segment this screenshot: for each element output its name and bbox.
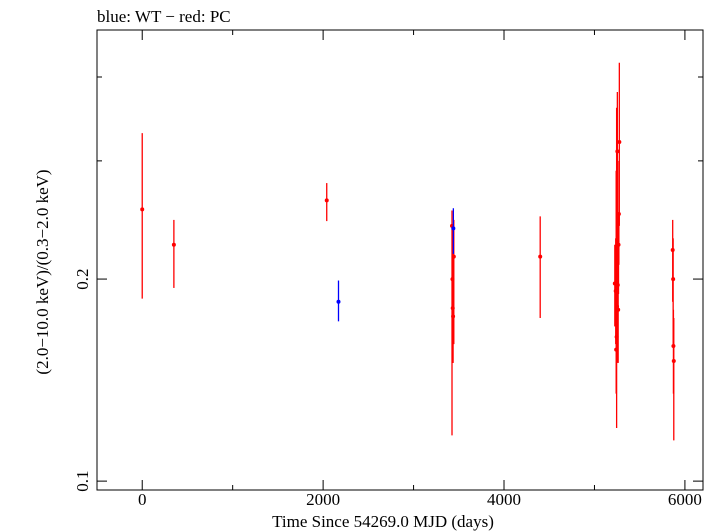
data-point — [616, 307, 621, 312]
data-point — [451, 314, 456, 319]
data-point — [615, 149, 620, 154]
data-point — [617, 140, 622, 145]
plot-frame — [96, 29, 704, 491]
axis-ticks — [97, 30, 703, 490]
series-pc — [140, 62, 676, 441]
data-point — [451, 254, 456, 259]
data-point — [671, 358, 676, 363]
data-point — [140, 207, 145, 212]
x-axis-label: Time Since 54269.0 MJD (days) — [272, 512, 494, 531]
data-point — [451, 226, 456, 231]
data-point — [336, 299, 341, 304]
axis-tick-labels: 0 2000 4000 6000 0.1 0.2 — [73, 268, 702, 509]
y-axis-label: (2.0−10.0 keV)/(0.3−2.0 keV) — [33, 169, 52, 374]
x-tick-label: 6000 — [668, 490, 702, 509]
x-tick-label: 0 — [138, 490, 147, 509]
data-point — [324, 198, 329, 203]
y-tick-label: 0.2 — [73, 268, 92, 289]
data-point — [671, 277, 676, 282]
y-tick-label: 0.1 — [73, 470, 92, 491]
data-point — [171, 242, 176, 247]
x-tick-label: 4000 — [487, 490, 521, 509]
data-marks — [140, 62, 676, 441]
series-wt — [336, 208, 456, 322]
data-point — [538, 254, 543, 259]
x-tick-label: 2000 — [306, 490, 340, 509]
chart-title: blue: WT − red: PC — [97, 7, 231, 26]
